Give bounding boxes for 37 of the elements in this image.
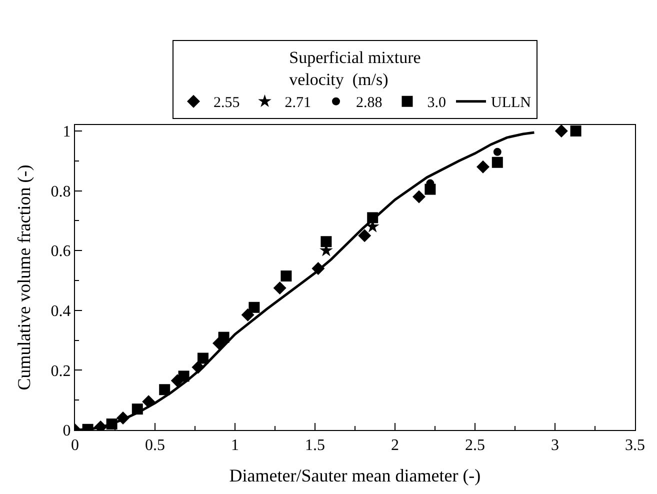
point [273,281,286,294]
x-tick-label: 2.5 [465,437,485,454]
x-tick-label: 1 [231,437,239,454]
point [280,270,292,282]
legend-label: 2.88 [356,95,382,112]
legend-title: Superficial mixture velocity (m/s) [289,48,421,90]
point [570,125,582,136]
y-tick-label: 0.2 [50,362,71,380]
point [412,190,426,204]
point [320,236,332,248]
legend-label: 2.55 [214,95,240,112]
x-tick-label: 3 [551,437,559,454]
x-axis-title: Diameter/Sauter mean diameter (-) [229,465,481,486]
point [554,125,568,138]
point [198,352,208,364]
y-tick-label: 0.8 [50,183,71,200]
point [493,148,502,156]
x-tick-label: 1.5 [305,437,325,454]
y-tick-label: 1 [62,124,71,141]
point [241,308,254,322]
y-tick-label: 0.4 [50,302,71,320]
legend-label: 2.71 [284,95,311,112]
legend-label: ULLN [491,95,532,112]
x-tick-label: 0.5 [145,437,165,454]
point [492,156,503,168]
x-tick-label: 3.5 [625,437,645,454]
point [159,384,170,396]
point [212,336,226,350]
y-tick-label: 0 [62,422,71,440]
legend-label: 3.0 [427,95,446,112]
point [476,160,490,174]
y-tick-label: 0.6 [50,243,71,260]
point [358,229,372,242]
y-axis-title: Cumulative volume fraction (-) [14,164,34,390]
point [170,374,184,388]
point [248,302,260,313]
x-tick-label: 2 [391,437,399,454]
